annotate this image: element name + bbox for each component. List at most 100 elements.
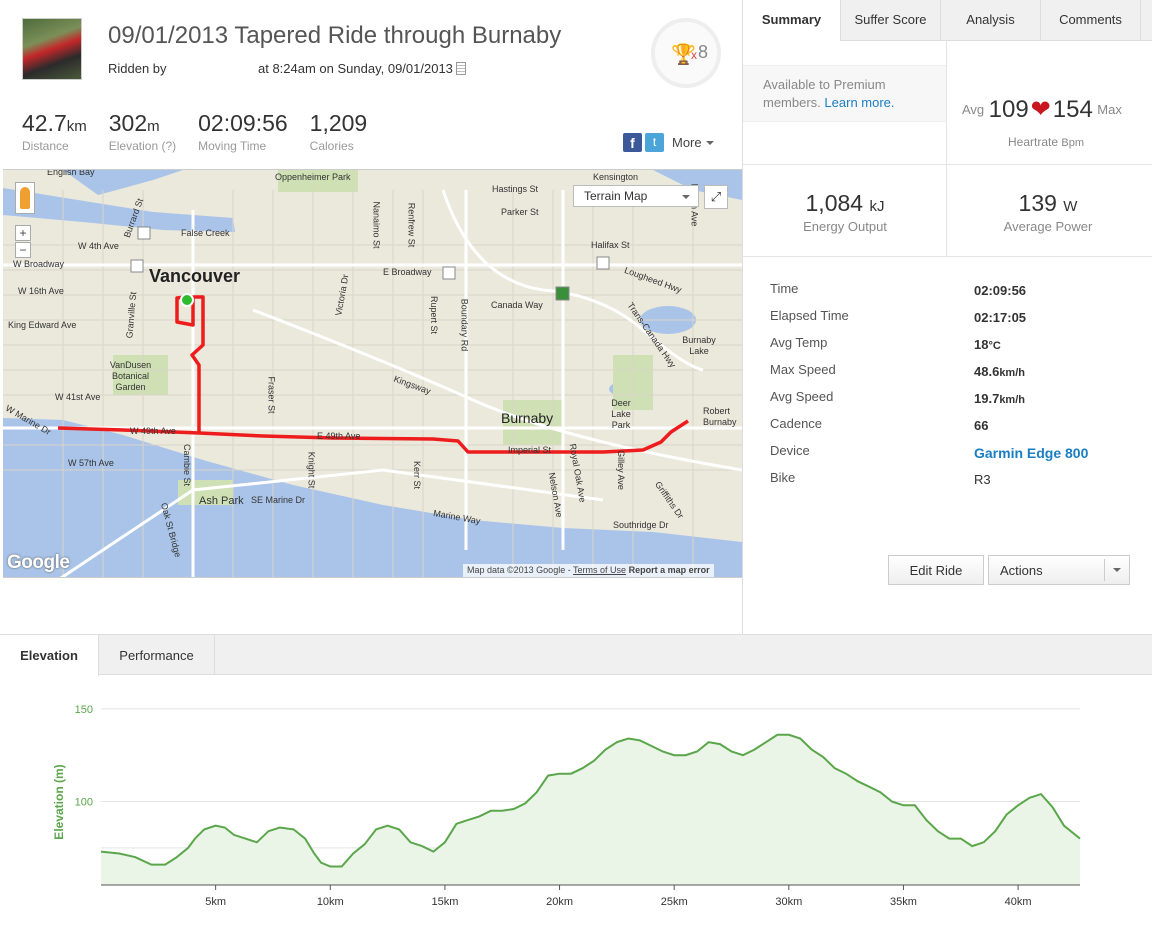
detail-value: 66 — [974, 418, 989, 433]
actions-dropdown[interactable]: Actions — [988, 555, 1130, 585]
activity-main-panel: 09/01/2013 Tapered Ride through Burnaby … — [0, 0, 743, 635]
power-value: 139 — [1018, 190, 1057, 216]
ride-route-north — [175, 295, 205, 433]
premium-text: Available to Premium members. — [763, 77, 886, 110]
stat-label[interactable]: Elevation (?) — [108, 139, 177, 153]
detail-value: R3 — [974, 472, 991, 487]
stat-value: 302 — [108, 110, 148, 136]
achievement-multiplier: x — [691, 48, 697, 62]
map-type-select[interactable]: Terrain Map — [573, 185, 699, 207]
map-label: W 16th Ave — [18, 286, 64, 296]
chevron-down-icon — [1113, 568, 1121, 572]
detail-unit: km/h — [999, 367, 1025, 379]
tab-performance[interactable]: Performance — [99, 635, 215, 675]
activity-title: 09/01/2013 Tapered Ride through Burnaby — [108, 22, 562, 49]
map-label: Nanaimo St — [371, 201, 382, 249]
stat-label: Calories — [309, 139, 354, 153]
hr-unit: Bpm — [1061, 137, 1084, 149]
map-label: Boundary Rd — [459, 298, 470, 352]
twitter-icon[interactable]: t — [645, 133, 664, 152]
terms-of-use-link[interactable]: Terms of Use — [573, 565, 627, 575]
stat-value: 1,209 — [309, 110, 368, 136]
chevron-down-icon — [682, 195, 690, 199]
x-tick-label: 10km — [317, 896, 344, 908]
map-city-vancouver: Vancouver — [149, 266, 241, 286]
detail-max-speed: Max Speed 48.6km/h — [770, 362, 1130, 389]
map-label: Canada Way — [491, 300, 543, 310]
map-label: Renfrew St — [406, 202, 417, 248]
detail-label: Cadence — [770, 416, 823, 431]
map-major-roads — [3, 189, 742, 577]
zoom-out-button[interactable]: − — [15, 242, 31, 258]
chevron-down-icon — [705, 141, 714, 145]
learn-more-link[interactable]: Learn more. — [824, 95, 895, 110]
average-power: 139 W Average Power — [948, 190, 1148, 234]
map-label: Fraser St — [266, 376, 277, 414]
elevation-chart[interactable]: 5km 10km 15km 20km 25km 30km 35km 40km 100 150 E… — [0, 676, 1152, 930]
map-label: Hastings St — [492, 184, 539, 194]
divider — [743, 256, 1152, 257]
more-label: More — [672, 135, 702, 150]
y-axis-ticks: 100 150 — [75, 704, 93, 809]
tab-analysis[interactable]: Analysis — [940, 0, 1040, 40]
x-tick-label: 25km — [661, 896, 688, 908]
map-label: Kerr St — [412, 460, 423, 490]
water-false-creek — [3, 188, 235, 232]
device-link[interactable]: Garmin Edge 800 — [974, 445, 1089, 461]
hr-max-value: 154 — [1052, 95, 1093, 123]
athlete-avatar[interactable] — [22, 18, 82, 80]
summary-panel: Summary Suffer Score Analysis Comments A… — [743, 0, 1152, 635]
map-label: English Bay — [47, 169, 95, 177]
stat-value: 42.7 — [22, 110, 67, 136]
route-map[interactable]: English Bay Oppenheimer Park Hastings St… — [3, 169, 742, 578]
heart-icon: ❤ — [1030, 96, 1051, 123]
pegman-icon — [20, 187, 30, 209]
edit-ride-button[interactable]: Edit Ride — [888, 555, 984, 585]
map-label: Gilley Ave — [615, 450, 626, 490]
detail-cadence: Cadence 66 — [770, 416, 1130, 443]
detail-label: Time — [770, 281, 799, 296]
map-label: W 4th Ave — [78, 241, 119, 251]
map-label: VanDusen Botanical Garden — [109, 360, 152, 392]
detail-value: 48.6 — [974, 364, 1000, 379]
map-label: King Edward Ave — [8, 320, 77, 330]
map-label: Imperial St — [508, 445, 552, 455]
fullscreen-button[interactable]: ⤢ — [704, 185, 728, 209]
ridden-by-label: Ridden by — [108, 61, 167, 76]
stat-label: Moving Time — [198, 139, 267, 153]
start-marker[interactable] — [180, 293, 194, 307]
energy-unit: kJ — [869, 198, 885, 215]
divider — [1104, 559, 1105, 581]
x-tick-label: 5km — [205, 896, 226, 908]
y-axis-label: Elevation (m) — [52, 764, 66, 839]
detail-avg-temp: Avg Temp 18°C — [770, 335, 1130, 362]
stat-label: Distance — [22, 139, 69, 153]
water-fraser-river — [3, 418, 742, 577]
ride-route — [57, 419, 689, 454]
activity-tabs: Summary Suffer Score Analysis Comments — [743, 0, 1152, 41]
map-label: Southridge Dr — [613, 520, 669, 530]
elevation-line — [100, 733, 1081, 868]
tab-comments[interactable]: Comments — [1040, 0, 1140, 40]
map-label: Kensington — [593, 172, 639, 182]
street-view-pegman[interactable] — [15, 182, 35, 214]
water-english-bay — [3, 170, 183, 195]
tab-suffer-score[interactable]: Suffer Score — [840, 0, 940, 40]
hr-avg-label: Avg — [962, 102, 985, 117]
facebook-icon[interactable]: f — [623, 133, 642, 152]
achievements-badge[interactable]: 🏆 x 8 — [651, 18, 721, 88]
report-map-error-link[interactable]: Report a map error — [628, 565, 710, 575]
detail-label: Avg Speed — [770, 389, 834, 404]
zoom-in-button[interactable]: + — [15, 225, 31, 241]
power-unit: W — [1063, 198, 1078, 215]
hr-max-label: Max — [1097, 102, 1122, 117]
tab-summary[interactable]: Summary — [743, 0, 840, 41]
activity-datetime-text: at 8:24am on Sunday, 09/01/2013 — [258, 61, 453, 76]
map-label: W 57th Ave — [68, 458, 114, 468]
detail-value: 02:09:56 — [974, 283, 1027, 298]
tab-elevation[interactable]: Elevation — [0, 635, 99, 676]
more-share-button[interactable]: More — [672, 135, 714, 150]
x-tick-label: 35km — [890, 896, 917, 908]
detail-unit: °C — [988, 340, 1001, 352]
map-label: Oppenheimer Park — [275, 172, 351, 182]
